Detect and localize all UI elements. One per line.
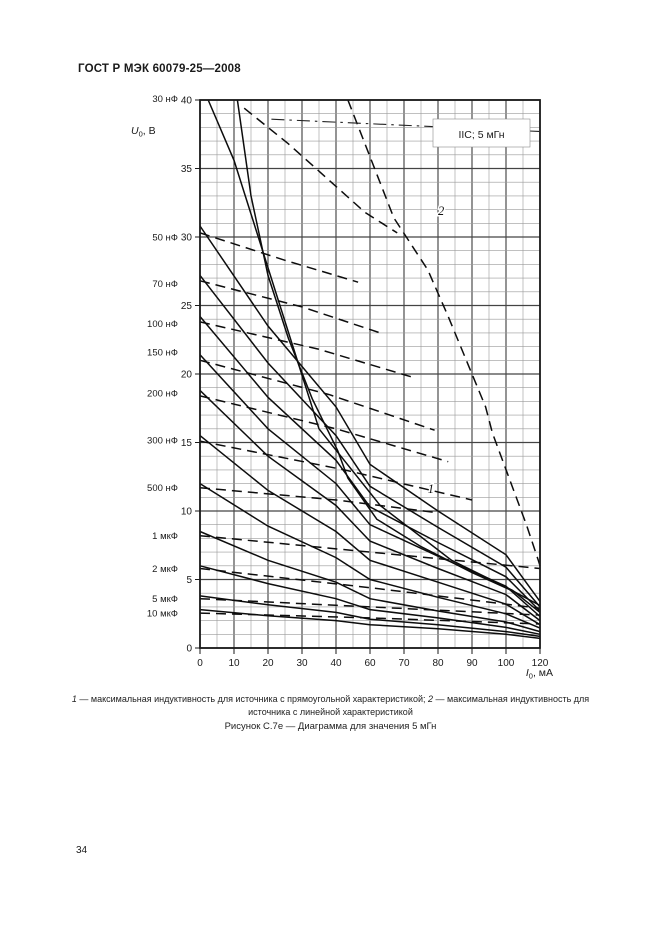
legend-item1-text: — максимальная индуктивность для источни… — [76, 694, 428, 704]
y-tick-label: 5 — [186, 575, 192, 586]
series-line — [199, 440, 473, 501]
x-tick-label: 80 — [432, 658, 444, 669]
inset-label: IIC; 5 мГн — [458, 129, 504, 141]
x-tick-label: 20 — [262, 658, 274, 669]
series-line — [199, 612, 541, 625]
series-line — [199, 530, 541, 633]
document-header: ГОСТ Р МЭК 60079-25—2008 — [78, 63, 241, 75]
x-tick-label: 40 — [330, 658, 342, 669]
series-line — [199, 608, 541, 640]
series-line — [199, 316, 541, 612]
legend-item2-text: — максимальная индуктивность для источни… — [248, 694, 590, 717]
y-axis-title: U0, В — [131, 125, 156, 139]
capacitance-label: 100 нФ — [147, 319, 178, 330]
capacitance-label: 2 мкФ — [152, 564, 178, 575]
x-tick-label: 10 — [228, 658, 240, 669]
series-line — [236, 99, 541, 607]
series-line — [199, 359, 435, 431]
x-tick-label: 100 — [498, 658, 515, 669]
legend-item2-number: 2 — [428, 694, 434, 704]
capacitance-label: 70 нФ — [152, 279, 178, 290]
capacitance-label: 200 нФ — [147, 389, 178, 400]
y-tick-label: 20 — [181, 370, 193, 381]
y-tick-label: 35 — [181, 164, 193, 175]
y-tick-label: 10 — [181, 507, 193, 518]
y-tick-label: 25 — [181, 301, 193, 312]
capacitance-label: 10 мкФ — [147, 609, 178, 620]
legend-item1-number: 1 — [71, 694, 77, 704]
x-axis-title: I0, мА — [526, 667, 553, 681]
x-tick-label: 0 — [197, 658, 203, 669]
series-line — [199, 354, 541, 618]
series-line — [207, 99, 541, 613]
series-line — [199, 567, 541, 610]
series-line — [199, 534, 541, 570]
figure-caption: Рисунок С.7е — Диаграмма для значения 5 … — [224, 721, 437, 732]
y-tick-label: 0 — [186, 644, 192, 655]
capacitance-label: 1 мкФ — [152, 531, 178, 542]
curve-annotation: 2 — [438, 204, 444, 218]
x-tick-label: 60 — [364, 658, 376, 669]
curve-annotation: 1 — [428, 482, 434, 496]
series-line — [199, 597, 541, 616]
series-line — [199, 595, 541, 638]
capacitance-label: 300 нФ — [147, 435, 178, 446]
series-line — [199, 321, 412, 378]
legend-caption: 1 — максимальная индуктивность для источ… — [60, 693, 601, 719]
capacitance-label: 500 нФ — [147, 483, 178, 494]
capacitance-label: 50 нФ — [152, 233, 178, 244]
series-line — [199, 274, 541, 608]
series-line — [199, 232, 359, 283]
x-tick-label: 120 — [532, 658, 549, 669]
series-line — [199, 395, 449, 463]
series-line — [199, 280, 381, 334]
capacitance-label: 30 нФ — [152, 94, 178, 105]
x-tick-label: 30 — [296, 658, 308, 669]
x-tick-label: 90 — [466, 658, 478, 669]
series-line — [347, 99, 541, 567]
capacitance-label: 150 нФ — [147, 348, 178, 359]
y-tick-label: 30 — [181, 233, 193, 244]
x-tick-label: 70 — [398, 658, 410, 669]
page-number: 34 — [76, 845, 88, 856]
capacitance-label: 5 мкФ — [152, 594, 178, 605]
series-line — [199, 225, 541, 602]
series-line — [199, 565, 541, 636]
inset-label-box — [432, 118, 531, 148]
y-tick-label: 40 — [181, 96, 193, 107]
series-line — [199, 486, 435, 514]
series-line — [199, 389, 541, 622]
series-line — [243, 107, 398, 234]
y-tick-label: 15 — [181, 438, 193, 449]
